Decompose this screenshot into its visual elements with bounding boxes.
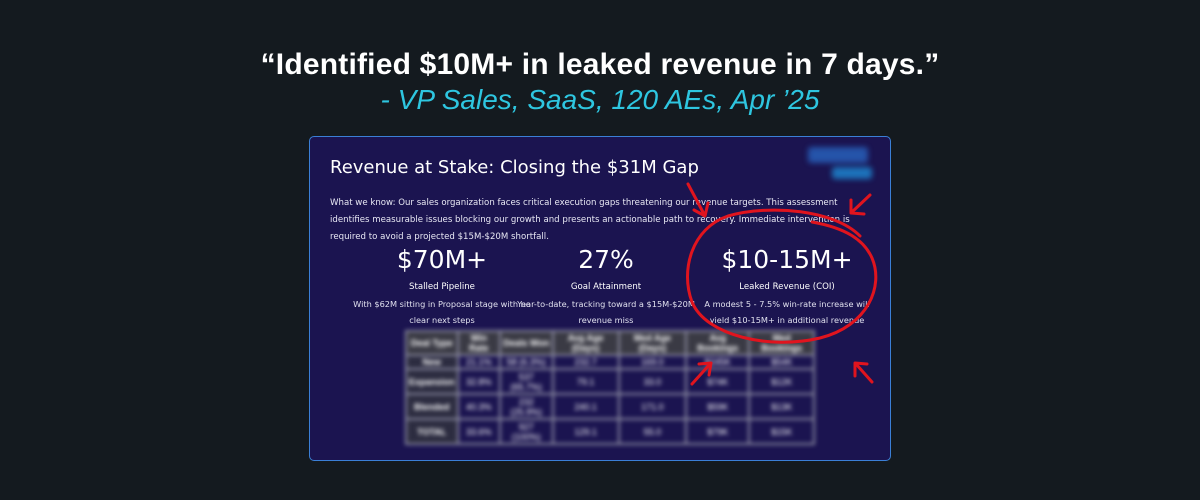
table-cell: $245K [685,353,751,371]
table-cell: Blended [405,393,459,421]
stat-description: A modest 5 - 7.5% win-rate increase will… [704,299,870,325]
table-cell: 537 (65.7%) [499,368,554,396]
table-header-cell: Deal Type [405,330,459,356]
table-cell: 32.8% [456,368,502,396]
table-cell: 79.1 [551,368,620,396]
table-cell: 40.3% [456,393,502,421]
table-header-cell: Avg Bookings [685,330,751,356]
table-row: New 21.1% 58 (6.3%) 232.7 169.0 $245K $5… [405,353,815,371]
table-cell: 171.0 [617,393,688,421]
table-cell: 129.1 [551,418,620,445]
table-cell: 33.0 [617,368,688,396]
table-header-cell: Avg Age (Days) [551,330,620,356]
table-cell: 21.1% [456,353,502,371]
table-cell: $54K [748,353,815,371]
stat-goal-attainment: 27% Goal Attainment Year-to-date, tracki… [516,245,696,328]
slide-preview: Revenue at Stake: Closing the $31M Gap W… [309,136,891,461]
stat-label: Stalled Pipeline [409,282,475,292]
table-cell: 240.1 [551,393,620,421]
blurred-deal-table: Deal Type Win Rate Deals Won Avg Age (Da… [405,330,815,445]
table-header-cell: Med Bookings [748,330,815,356]
stat-value: $10-15M+ [721,245,853,274]
stat-label: Leaked Revenue (COI) [739,282,835,292]
table-cell: $12K [748,368,815,396]
company-logo [802,145,880,185]
stat-leaked-revenue: $10-15M+ Leaked Revenue (COI) A modest 5… [697,245,877,328]
table-cell: 58 (6.3%) [499,353,554,371]
slide-intro-text: What we know: Our sales organization fac… [330,198,850,242]
stat-value: $70M+ [396,245,488,274]
table-cell: Expansion [405,368,459,396]
stat-value: 27% [578,245,634,274]
table-cell: $74K [685,368,751,396]
quote-headline: “Identified $10M+ in leaked revenue in 7… [260,48,940,81]
table-cell: 169.0 [617,353,688,371]
table-cell: TOTAL [405,418,459,445]
table-cell: 232.7 [551,353,620,371]
table-cell: 55.0 [617,418,688,445]
table-cell: 33.6% [456,418,502,445]
deal-table: Deal Type Win Rate Deals Won Avg Age (Da… [405,330,815,445]
table-header-cell: Win Rate [456,330,502,356]
table-cell: 927 (100%) [499,418,554,445]
table-row: Expansion 32.8% 537 (65.7%) 79.1 33.0 $7… [405,368,815,396]
table-cell: 232 (25.9%) [499,393,554,421]
table-cell: $13K [748,393,815,421]
table-row: TOTAL 33.6% 927 (100%) 129.1 55.0 $79K $… [405,418,815,445]
table-row: Blended 40.3% 232 (25.9%) 240.1 171.0 $5… [405,393,815,421]
table-header-cell: Deals Won [499,330,554,356]
quote-attribution: - VP Sales, SaaS, 120 AEs, Apr ’25 [380,84,820,115]
slide-title: Revenue at Stake: Closing the $31M Gap [330,157,699,178]
table-header-cell: Med Age (Days) [617,330,688,356]
stat-description: With $62M sitting in Proposal stage with… [353,299,531,325]
stat-stalled-pipeline: $70M+ Stalled Pipeline With $62M sitting… [352,245,532,328]
stat-label: Goal Attainment [570,282,642,292]
table-cell: New [405,353,459,371]
table-cell: $15K [748,418,815,445]
table-header-row: Deal Type Win Rate Deals Won Avg Age (Da… [405,330,815,356]
stat-description: Year-to-date, tracking toward a $15M-$20… [517,299,695,325]
table-cell: $79K [685,418,751,445]
table-cell: $59K [685,393,751,421]
